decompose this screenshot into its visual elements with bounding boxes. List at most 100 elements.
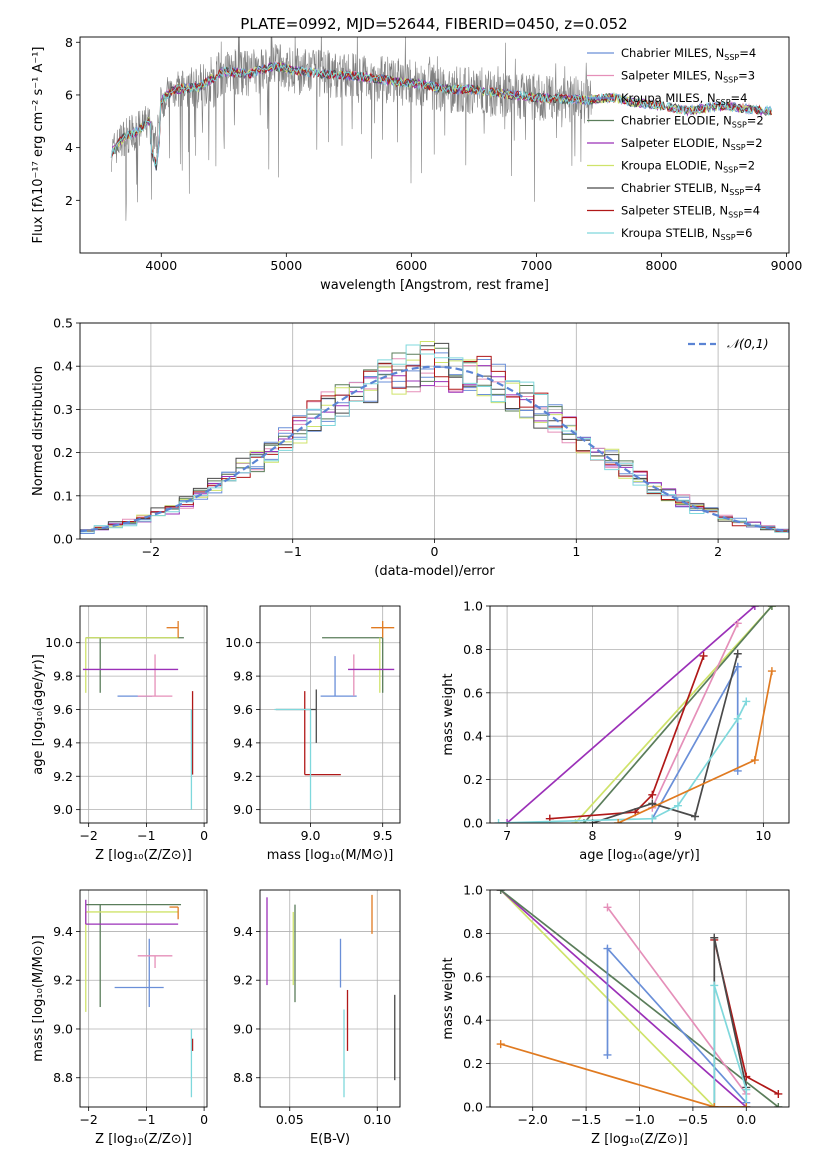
x-tick-label: −1 [137, 1112, 155, 1127]
errorbar-chabrier-elodie [322, 637, 384, 693]
y-tick-label: 9.4 [53, 924, 73, 939]
weight-marker [733, 619, 742, 628]
x-axis-label: wavelength [Angstrom, rest frame] [320, 278, 549, 293]
weight-marker [742, 1085, 751, 1094]
errorbar-extra [371, 621, 395, 638]
y-tick-label: 0.0 [463, 816, 483, 831]
weight-marker [673, 801, 682, 810]
y-tick-label: 8.8 [53, 1070, 73, 1085]
spectrum-legend: Chabrier MILES, NSSP=4 Salpeter MILES, NS… [587, 46, 764, 242]
axes-frame [79, 36, 790, 254]
legend-label: Salpeter ELODIE, NSSP=2 [621, 136, 763, 152]
weight-line [651, 663, 739, 820]
y-tick-label: 9.4 [233, 735, 253, 750]
histogram-chabrier-stelib [80, 342, 789, 532]
y-tick-label: 0.2 [53, 445, 73, 460]
grid-lines [80, 890, 207, 1107]
weight-marker [648, 814, 657, 823]
x-tick-label: 5000 [270, 258, 302, 273]
normal-curve [80, 365, 789, 533]
weight-line [583, 606, 773, 823]
grid-lines [80, 606, 207, 823]
weight-marker [767, 667, 776, 676]
y-tick-label: 1.0 [463, 599, 483, 614]
y-axis-label: Flux [fλ10⁻¹⁷ erg cm⁻² s⁻¹ A⁻¹] [31, 47, 46, 244]
residuals-panel: −2 −1 0 1 2 0.0 0.1 0.2 0.3 0.4 0.5 (data-model)/er… [31, 316, 790, 579]
weight-line [500, 1043, 747, 1107]
figure-title: PLATE=0992, MJD=52644, FIBERID=0450, z=0… [240, 15, 627, 33]
x-tick-label: −1.5 [571, 1112, 601, 1127]
y-tick-label: 9.2 [53, 769, 73, 784]
x-tick-label: 0 [200, 828, 208, 843]
errorbar-kroupa-elodie [85, 637, 179, 693]
weight-vs-age-plot-area [494, 606, 776, 823]
errorbar-salpeter-elodie [85, 899, 179, 925]
weight-marker [742, 697, 751, 706]
weight-marker [691, 812, 700, 821]
y-tick-label: 1.0 [463, 883, 483, 898]
weight-marker [710, 1103, 719, 1107]
x-tick-label: 0.10 [363, 1112, 391, 1127]
weight-marker [494, 819, 503, 823]
y-axis-label: mass weight [441, 957, 456, 1039]
y-tick-label: 0.6 [463, 685, 483, 700]
model-spectrum-kroupa-stelib [110, 62, 772, 167]
y-tick-label: 0.0 [53, 532, 73, 547]
y-tick-label: 0.4 [53, 359, 73, 374]
x-tick-label: −0.5 [678, 1112, 708, 1127]
axes-frame [489, 605, 790, 824]
weight-series-chabrier-elodie [496, 890, 783, 1107]
weight-marker [733, 714, 742, 723]
x-tick-label: 0 [200, 1112, 208, 1127]
y-tick-label: 9.2 [53, 973, 73, 988]
weight-marker [614, 819, 623, 823]
y-tick-label: 0.3 [53, 402, 73, 417]
errorbar-salpeter-miles [137, 654, 173, 697]
weight-marker [750, 756, 759, 765]
y-axis-label: age [log₁₀(age/yr)] [31, 654, 46, 775]
age-vs-Z-plot-area [82, 621, 194, 810]
histogram-salpeter-stelib [80, 349, 789, 532]
y-tick-label: 9.6 [53, 702, 73, 717]
y-tick-label: 4 [65, 140, 73, 155]
y-tick-label: 0.4 [463, 729, 483, 744]
weight-series-extra [496, 1040, 751, 1107]
axes-frame [489, 889, 790, 1108]
legend-label: Chabrier MILES, NSSP=4 [621, 46, 756, 62]
mass-vs-Z-panel: −2 −1 0 8.8 9.0 9.2 9.4 Z [log₁₀(Z/Z⊙)] mass [lo… [31, 889, 208, 1147]
weight-vs-age-panel: 7 8 9 10 0.0 0.2 0.4 0.6 0.8 1.0 age [log₁₀(age/yr… [441, 599, 790, 863]
y-tick-label: 8 [65, 35, 73, 50]
x-tick-label: 8 [589, 828, 597, 843]
axes-frame [259, 889, 401, 1108]
weight-marker [774, 1103, 783, 1107]
y-tick-label: 10.0 [45, 635, 73, 650]
legend-label: Chabrier STELIB, NSSP=4 [621, 181, 761, 197]
weight-line [606, 906, 747, 1095]
errorbar-kroupa-elodie [85, 911, 179, 1012]
y-tick-label: 0.2 [463, 1056, 483, 1071]
y-tick-label: 0.2 [463, 772, 483, 787]
y-tick-label: 0.8 [463, 642, 483, 657]
weight-marker [710, 981, 719, 990]
weight-series-chabrier-miles [603, 944, 751, 1107]
mass-vs-ebv-plot-area [266, 894, 396, 1098]
x-tick-label: 7000 [521, 258, 553, 273]
x-tick-label: 10 [755, 828, 771, 843]
weight-line [651, 623, 739, 809]
y-tick-label: 9.8 [53, 669, 73, 684]
age-vs-mass-plot-area [274, 621, 395, 810]
y-tick-label: 9.2 [233, 973, 253, 988]
x-tick-label: 9 [674, 828, 682, 843]
weight-vs-Z-plot-area [496, 890, 783, 1107]
weight-marker [733, 649, 742, 658]
weight-marker [603, 944, 612, 953]
y-tick-label: 0.8 [463, 926, 483, 941]
y-tick-label: 0.4 [463, 1013, 483, 1028]
errorbar-extra [166, 621, 179, 638]
weight-series-salpeter-elodie [496, 890, 751, 1107]
weight-line [713, 985, 748, 1107]
legend-label: Kroupa ELODIE, NSSP=2 [621, 159, 755, 175]
x-axis-label: mass [log₁₀(M/M⊙)] [267, 848, 394, 863]
errorbar-extra [169, 906, 179, 920]
y-axis-label: mass weight [441, 673, 456, 755]
